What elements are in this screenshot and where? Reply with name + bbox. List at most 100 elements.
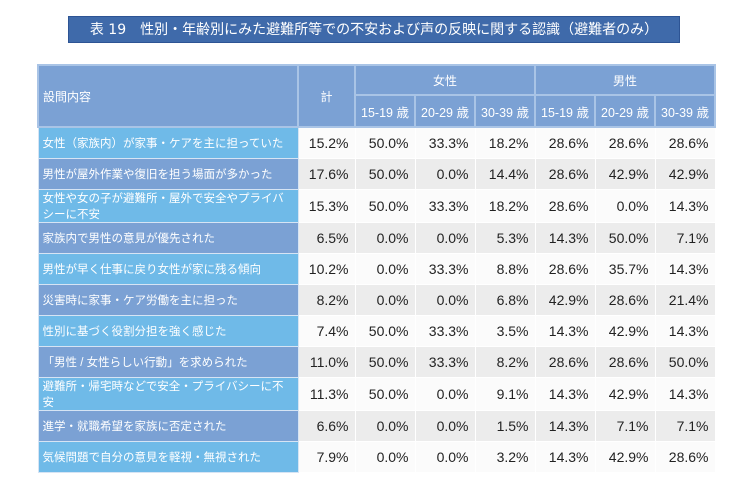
table-row: 女性（家族内）が家事・ケアを主に担っていた 15.2% 50.0% 33.3% 18.2… [37, 126, 716, 159]
cell-value: 11.3% [297, 377, 356, 411]
cell-value: 14.3% [654, 377, 716, 411]
table-row: 進学・就職希望を家族に否定された 6.6% 0.0% 0.0% 1.5% 14.3% 7.1… [37, 410, 716, 442]
cell-value: 28.6% [534, 126, 596, 159]
cell-value: 6.5% [297, 222, 356, 254]
table-row: 男性が早く仕事に戻り女性が家に残る傾向 10.2% 0.0% 33.3% 8.8% 28.… [37, 253, 716, 285]
cell-value: 17.6% [297, 158, 356, 190]
row-label: 家族内で男性の意見が優先された [37, 222, 299, 254]
cell-value: 50.0% [354, 315, 416, 347]
cell-value: 0.0% [414, 222, 476, 254]
cell-value: 28.6% [594, 284, 656, 316]
cell-value: 33.3% [414, 189, 476, 223]
cell-value: 50.0% [354, 126, 416, 159]
table-row: 男性が屋外作業や復旧を担う場面が多かった 17.6% 50.0% 0.0% 14.4% 2… [37, 158, 716, 190]
cell-value: 14.3% [654, 315, 716, 347]
cell-value: 10.2% [297, 253, 356, 285]
row-label: 性別に基づく役割分担を強く感じた [37, 315, 299, 347]
cell-value: 5.3% [474, 222, 536, 254]
cell-value: 6.8% [474, 284, 536, 316]
table-row: 性別に基づく役割分担を強く感じた 7.4% 50.0% 33.3% 3.5% 14.3% 4… [37, 315, 716, 347]
cell-value: 8.8% [474, 253, 536, 285]
table-row: 「男性 / 女性らしい行動」を求められた 11.0% 50.0% 33.3% 8.2% 2… [37, 346, 716, 378]
header-age: 15-19 歳 [534, 94, 596, 128]
table-row: 災害時に家事・ケア労働を主に担った 8.2% 0.0% 0.0% 6.8% 42.9% 28… [37, 284, 716, 316]
table-row: 女性や女の子が避難所・屋外で安全やプライバシーに不安 15.3% 50.0% 33.3… [37, 189, 716, 223]
cell-value: 14.3% [654, 253, 716, 285]
cell-value: 7.1% [654, 410, 716, 442]
row-label: 避難所・帰宅時などで安全・プライバシーに不安 [37, 377, 299, 411]
header-female: 女性 [354, 64, 536, 96]
cell-value: 35.7% [594, 253, 656, 285]
row-label: 気候問題で自分の意見を軽視・無視された [37, 441, 299, 473]
cell-value: 28.6% [534, 346, 596, 378]
cell-value: 33.3% [414, 315, 476, 347]
row-label: 男性が早く仕事に戻り女性が家に残る傾向 [37, 253, 299, 285]
cell-value: 7.1% [594, 410, 656, 442]
cell-value: 50.0% [594, 222, 656, 254]
row-label: 男性が屋外作業や復旧を担う場面が多かった [37, 158, 299, 190]
cell-value: 14.3% [654, 189, 716, 223]
cell-value: 18.2% [474, 126, 536, 159]
cell-value: 7.4% [297, 315, 356, 347]
cell-value: 0.0% [414, 377, 476, 411]
cell-value: 33.3% [414, 126, 476, 159]
cell-value: 0.0% [414, 410, 476, 442]
row-label: 女性や女の子が避難所・屋外で安全やプライバシーに不安 [37, 189, 299, 223]
cell-value: 50.0% [654, 346, 716, 378]
cell-value: 3.5% [474, 315, 536, 347]
cell-value: 0.0% [354, 441, 416, 473]
cell-value: 3.2% [474, 441, 536, 473]
cell-value: 28.6% [654, 441, 716, 473]
cell-value: 28.6% [534, 158, 596, 190]
cell-value: 28.6% [534, 189, 596, 223]
cell-value: 50.0% [354, 377, 416, 411]
cell-value: 7.9% [297, 441, 356, 473]
header-age: 30-39 歳 [474, 94, 536, 128]
header-male: 男性 [534, 64, 716, 96]
cell-value: 6.6% [297, 410, 356, 442]
header-age: 20-29 歳 [414, 94, 476, 128]
cell-value: 0.0% [414, 158, 476, 190]
cell-value: 14.3% [534, 410, 596, 442]
row-label: 災害時に家事・ケア労働を主に担った [37, 284, 299, 316]
table-row: 気候問題で自分の意見を軽視・無視された 7.9% 0.0% 0.0% 3.2% 14.3%… [37, 441, 716, 473]
table-title: 表 19 性別・年齢別にみた避難所等での不安および声の反映に関する認識（避難者の… [68, 16, 680, 43]
row-label: 進学・就職希望を家族に否定された [37, 410, 299, 442]
row-label: 女性（家族内）が家事・ケアを主に担っていた [37, 126, 299, 159]
cell-value: 15.3% [297, 189, 356, 223]
cell-value: 15.2% [297, 126, 356, 159]
cell-value: 50.0% [354, 158, 416, 190]
header-age: 15-19 歳 [354, 94, 416, 128]
cell-value: 28.6% [654, 126, 716, 159]
cell-value: 1.5% [474, 410, 536, 442]
cell-value: 14.3% [534, 315, 596, 347]
header-age: 30-39 歳 [654, 94, 716, 128]
cell-value: 7.1% [654, 222, 716, 254]
cell-value: 42.9% [594, 377, 656, 411]
cell-value: 8.2% [297, 284, 356, 316]
cell-value: 42.9% [594, 315, 656, 347]
cell-value: 21.4% [654, 284, 716, 316]
cell-value: 33.3% [414, 346, 476, 378]
cell-value: 0.0% [414, 441, 476, 473]
survey-table: 設問内容 計 女性 男性 15-19 歳 20-29 歳 30-39 歳 15-19 … [37, 64, 716, 473]
cell-value: 33.3% [414, 253, 476, 285]
cell-value: 14.3% [534, 441, 596, 473]
cell-value: 28.6% [534, 253, 596, 285]
cell-value: 14.3% [534, 377, 596, 411]
row-label: 「男性 / 女性らしい行動」を求められた [37, 346, 299, 378]
header-question: 設問内容 [37, 64, 299, 128]
cell-value: 0.0% [354, 253, 416, 285]
cell-value: 14.3% [534, 222, 596, 254]
cell-value: 9.1% [474, 377, 536, 411]
cell-value: 18.2% [474, 189, 536, 223]
cell-value: 11.0% [297, 346, 356, 378]
cell-value: 0.0% [594, 189, 656, 223]
table-row: 家族内で男性の意見が優先された 6.5% 0.0% 0.0% 5.3% 14.3% 50.0… [37, 222, 716, 254]
cell-value: 42.9% [594, 158, 656, 190]
cell-value: 0.0% [354, 222, 416, 254]
cell-value: 42.9% [594, 441, 656, 473]
cell-value: 28.6% [594, 126, 656, 159]
cell-value: 50.0% [354, 346, 416, 378]
cell-value: 50.0% [354, 189, 416, 223]
